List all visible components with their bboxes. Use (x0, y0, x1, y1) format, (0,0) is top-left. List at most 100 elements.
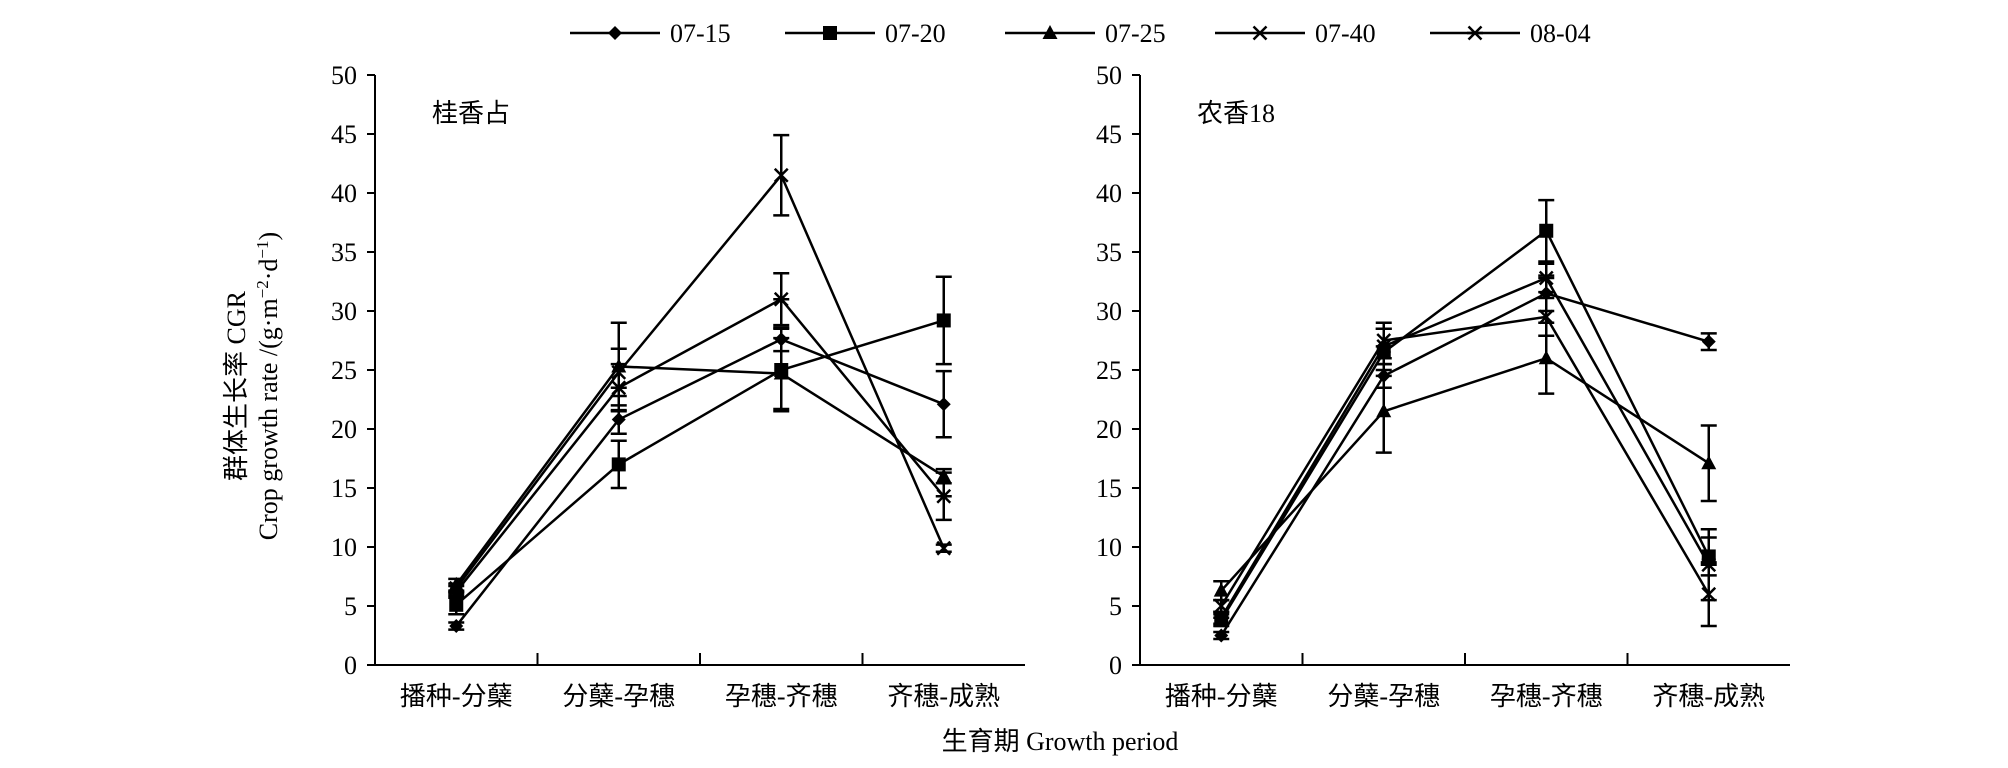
series-07-25 (448, 321, 952, 592)
y-axis-title-cn: 群体生长率 CGR (222, 290, 251, 481)
data-point (935, 488, 952, 504)
series-07-15 (1213, 274, 1717, 643)
x-tick-label: 分蘖-孕穗 (562, 682, 675, 711)
series-line (455, 337, 945, 627)
x-tick-label: 齐穗-成熟 (887, 682, 1000, 711)
legend-marker-x (1252, 25, 1268, 41)
y-tick-label: 45 (331, 120, 357, 149)
data-point (773, 365, 789, 380)
y-tick-label: 15 (331, 474, 357, 503)
y-tick-label: 0 (344, 651, 357, 680)
y-tick-label: 5 (344, 592, 357, 621)
y-axis-title-en-prefix: Crop growth rate /(g·m (254, 298, 283, 540)
data-point (1213, 610, 1230, 626)
y-tick-label: 50 (331, 61, 357, 90)
legend-label: 07-40 (1315, 19, 1376, 48)
series-08-04 (448, 271, 952, 600)
legend-item-08-04: 08-04 (1430, 19, 1591, 48)
data-point (610, 380, 627, 396)
series-07-20 (448, 275, 952, 616)
legend-marker-star (1467, 25, 1483, 41)
y-axis-title-en-sup1: −2 (253, 280, 272, 298)
data-point (1538, 309, 1554, 325)
y-tick-label: 50 (1096, 61, 1122, 90)
data-point (936, 540, 952, 556)
y-tick-label: 20 (1096, 415, 1122, 444)
legend-label: 07-20 (885, 19, 946, 48)
series-line (1220, 356, 1710, 592)
y-tick-label: 10 (331, 533, 357, 562)
data-point (1214, 628, 1229, 643)
y-tick-label: 35 (331, 238, 357, 267)
series-line (455, 172, 945, 590)
legend-marker-triangle (1042, 25, 1058, 39)
series-line (455, 297, 945, 593)
panel-nongxiang18: 农香18 0 5 10 15 20 25 30 35 40 45 50 播种-分蘖 分蘖-孕穗 孕穗-齐穗… (1096, 61, 1790, 711)
legend-item-07-15: 07-15 (570, 19, 731, 48)
data-point (1375, 339, 1392, 354)
y-tick-label: 30 (1096, 297, 1122, 326)
x-tick-label: 分蘖-孕穗 (1327, 682, 1440, 711)
series-line (1220, 228, 1710, 621)
legend: 07-15 07-20 07-25 07-40 08-04 (570, 19, 1591, 48)
data-point (449, 619, 464, 634)
y-tick-label: 40 (1096, 179, 1122, 208)
legend-label: 07-15 (670, 19, 731, 48)
x-tick-label: 齐穗-成熟 (1652, 682, 1765, 711)
legend-marker-square (823, 26, 837, 40)
y-tick-label: 30 (331, 297, 357, 326)
series-line (455, 319, 945, 606)
y-axis-title-en-suffix: ) (254, 232, 283, 241)
x-tick-label: 孕穗-齐穗 (725, 682, 838, 711)
panel-label-nongxiang18: 农香18 (1197, 99, 1275, 128)
series-line (455, 365, 945, 586)
data-point (1700, 557, 1717, 573)
y-tick-label: 10 (1096, 533, 1122, 562)
y-tick-label: 40 (331, 179, 357, 208)
y-tick-label: 5 (1109, 592, 1122, 621)
legend-item-07-20: 07-20 (785, 19, 946, 48)
data-point (611, 457, 626, 472)
y-axis-title-en-mid: ·d (254, 259, 283, 281)
x-axis-title: 生育期 Growth period (942, 727, 1179, 756)
y-tick-label: 15 (1096, 474, 1122, 503)
data-point (1538, 350, 1554, 365)
legend-item-07-25: 07-25 (1005, 19, 1166, 48)
y-tick-label: 25 (1096, 356, 1122, 385)
data-point (449, 597, 464, 612)
y-tick-label: 25 (331, 356, 357, 385)
y-tick-label: 0 (1109, 651, 1122, 680)
data-point (1376, 403, 1392, 418)
legend-marker-diamond (608, 26, 622, 40)
y-tick-label: 35 (1096, 238, 1122, 267)
x-tick-label: 孕穗-齐穗 (1490, 682, 1603, 711)
series-line (1220, 276, 1710, 619)
y-axis-title: 群体生长率 CGR Crop growth rate /(g·m−2·d−1) (222, 232, 283, 540)
data-point (773, 167, 789, 183)
panel-guixiangzhan: 桂香占 0 5 10 15 20 25 30 35 40 45 50 播种-分蘖 分蘖-孕穗 孕穗-齐穗 齐… (331, 61, 1025, 711)
series-line (1220, 315, 1710, 607)
series-07-25 (1213, 321, 1717, 602)
series-07-40 (1213, 296, 1717, 628)
x-tick-label: 播种-分蘖 (400, 682, 513, 711)
data-point (1538, 270, 1555, 286)
y-axis-title-en: Crop growth rate /(g·m−2·d−1) (253, 232, 284, 540)
series-07-40 (448, 133, 952, 596)
data-point (1213, 582, 1229, 597)
x-tick-label: 播种-分蘖 (1165, 682, 1278, 711)
series-07-15 (448, 326, 952, 634)
legend-item-07-40: 07-40 (1215, 19, 1376, 48)
y-tick-label: 20 (331, 415, 357, 444)
legend-label: 08-04 (1530, 19, 1591, 48)
series-07-20 (1213, 198, 1717, 628)
data-point (448, 584, 465, 600)
panel-label-guixiangzhan: 桂香占 (432, 99, 510, 128)
data-point (936, 397, 951, 412)
y-axis-title-en-sup2: −1 (253, 240, 272, 258)
series-08-04 (1213, 262, 1717, 626)
data-point (936, 313, 951, 328)
data-point (611, 412, 626, 427)
data-point (773, 291, 790, 307)
legend-label: 07-25 (1105, 19, 1166, 48)
